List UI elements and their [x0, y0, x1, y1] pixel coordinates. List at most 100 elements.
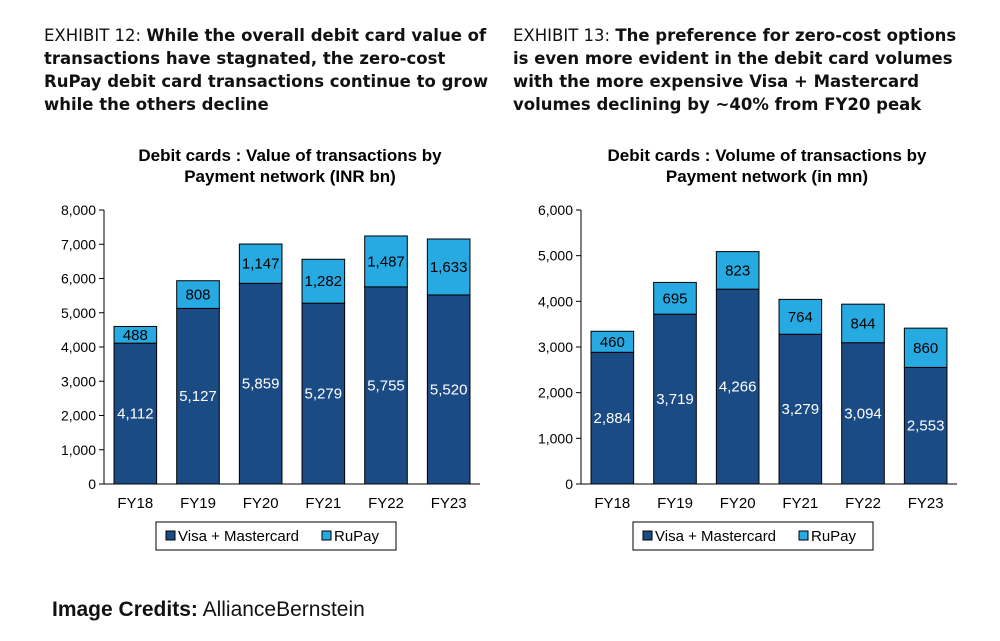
- data-label-visa-mastercard: 3,719: [656, 391, 694, 408]
- bar-rupay: [841, 303, 885, 344]
- x-tick-label: FY23: [431, 495, 467, 512]
- x-tick-label: FY18: [594, 495, 630, 512]
- data-label-rupay: 1,487: [367, 253, 405, 270]
- chart-title-line: Payment network (in mn): [666, 167, 868, 186]
- y-tick-label: 6,000: [61, 271, 96, 287]
- y-tick-label: 3,000: [538, 339, 573, 355]
- data-label-visa-mastercard: 4,112: [117, 406, 153, 423]
- exhibit-13-heading: EXHIBIT 13: The preference for zero-cost…: [513, 24, 968, 116]
- legend-box: [632, 521, 874, 551]
- image-credits-label: Image Credits:: [52, 598, 198, 621]
- image-credits: Image Credits: AllianceBernstein: [52, 598, 365, 622]
- bar-visa-mastercard: [238, 282, 283, 485]
- data-label-rupay: 860: [913, 340, 938, 357]
- legend-label-rupay: RuPay: [334, 528, 380, 545]
- data-label-rupay: 823: [725, 262, 750, 279]
- exhibit-13-prefix: EXHIBIT 13:: [513, 26, 611, 45]
- data-label-visa-mastercard: 5,127: [179, 388, 217, 405]
- data-label-visa-mastercard: 2,553: [907, 418, 945, 435]
- x-tick-label: FY20: [243, 495, 279, 512]
- x-tick-label: FY18: [117, 495, 153, 512]
- y-tick-label: 6,000: [538, 202, 573, 218]
- y-tick-label: 5,000: [538, 248, 573, 264]
- bar-rupay: [426, 238, 471, 296]
- x-tick-label: FY22: [845, 495, 881, 512]
- bar-rupay: [113, 325, 158, 344]
- legend-label-visa-mastercard: Visa + Mastercard: [178, 528, 299, 545]
- bar-rupay: [903, 327, 948, 368]
- chart-title-line: Debit cards : Value of transactions by: [138, 146, 442, 165]
- data-label-rupay: 1,633: [430, 259, 468, 276]
- bar-rupay: [778, 298, 823, 335]
- data-label-rupay: 808: [185, 287, 210, 304]
- y-tick-label: 5,000: [61, 305, 96, 321]
- bar-visa-mastercard: [715, 288, 760, 485]
- y-tick-label: 7,000: [61, 236, 96, 252]
- legend-label-rupay: RuPay: [811, 528, 857, 545]
- bar-visa-mastercard: [590, 351, 635, 485]
- bar-visa-mastercard: [841, 342, 885, 485]
- legend-box: [155, 521, 397, 551]
- bar-rupay: [238, 243, 283, 284]
- bar-visa-mastercard: [903, 366, 948, 485]
- legend-swatch-rupay: [321, 530, 332, 541]
- data-label-rupay: 1,282: [305, 273, 343, 290]
- x-tick-label: FY19: [180, 495, 216, 512]
- volume-of-transactions-chart: Debit cards : Volume of transactions by P…: [538, 146, 957, 551]
- legend-swatch-rupay: [798, 530, 809, 541]
- legend-swatch-visa-mastercard: [165, 530, 176, 541]
- chart-title-line: Debit cards : Volume of transactions by: [608, 146, 928, 165]
- bar-visa-mastercard: [176, 307, 220, 485]
- bar-visa-mastercard: [778, 333, 823, 485]
- exhibit-13-headline: The preference for zero-cost options is …: [513, 26, 957, 114]
- data-label-visa-mastercard: 5,520: [430, 381, 468, 398]
- data-label-visa-mastercard: 3,094: [844, 405, 882, 422]
- bar-visa-mastercard: [653, 313, 697, 485]
- exhibit-12-prefix: EXHIBIT 12:: [44, 26, 142, 45]
- x-tick-label: FY21: [782, 495, 818, 512]
- data-label-visa-mastercard: 5,859: [242, 376, 280, 393]
- bar-visa-mastercard: [301, 302, 346, 485]
- data-label-visa-mastercard: 5,755: [367, 377, 405, 394]
- x-tick-label: FY23: [908, 495, 944, 512]
- data-label-visa-mastercard: 3,279: [782, 401, 820, 418]
- data-label-visa-mastercard: 5,279: [305, 386, 343, 403]
- bar-rupay: [301, 258, 346, 304]
- chart-title-line: Payment network (INR bn): [184, 167, 396, 186]
- y-tick-label: 2,000: [61, 408, 96, 424]
- y-tick-label: 1,000: [61, 442, 96, 458]
- exhibit-12-headline: While the overall debit card value of tr…: [44, 26, 489, 114]
- y-tick-label: 0: [565, 476, 573, 492]
- y-tick-label: 1,000: [538, 430, 573, 446]
- data-label-visa-mastercard: 4,266: [719, 379, 757, 396]
- bar-rupay: [590, 330, 635, 353]
- y-tick-label: 3,000: [61, 373, 96, 389]
- data-label-rupay: 488: [123, 327, 148, 344]
- value-of-transactions-chart: Debit cards : Value of transactions by Pa…: [61, 146, 480, 551]
- x-tick-label: FY19: [657, 495, 693, 512]
- data-label-visa-mastercard: 2,884: [594, 410, 632, 427]
- exhibit-12-heading: EXHIBIT 12: While the overall debit card…: [44, 24, 494, 116]
- data-label-rupay: 460: [600, 334, 625, 351]
- y-tick-label: 4,000: [538, 293, 573, 309]
- bar-rupay: [653, 281, 697, 315]
- y-tick-label: 4,000: [61, 339, 96, 355]
- image-credits-source: AllianceBernstein: [202, 598, 365, 621]
- y-tick-label: 0: [88, 476, 96, 492]
- bar-rupay: [176, 280, 220, 309]
- bar-visa-mastercard: [113, 342, 158, 485]
- y-tick-label: 2,000: [538, 385, 573, 401]
- legend-label-visa-mastercard: Visa + Mastercard: [655, 528, 776, 545]
- data-label-rupay: 764: [788, 309, 813, 326]
- data-label-rupay: 1,147: [242, 256, 280, 273]
- legend-swatch-visa-mastercard: [642, 530, 653, 541]
- x-tick-label: FY22: [368, 495, 404, 512]
- x-tick-label: FY20: [720, 495, 756, 512]
- bar-rupay: [364, 235, 408, 288]
- data-label-rupay: 844: [850, 315, 875, 332]
- bar-rupay: [715, 251, 760, 290]
- bar-visa-mastercard: [364, 286, 408, 485]
- x-tick-label: FY21: [305, 495, 341, 512]
- y-tick-label: 8,000: [61, 202, 96, 218]
- data-label-rupay: 695: [662, 290, 687, 307]
